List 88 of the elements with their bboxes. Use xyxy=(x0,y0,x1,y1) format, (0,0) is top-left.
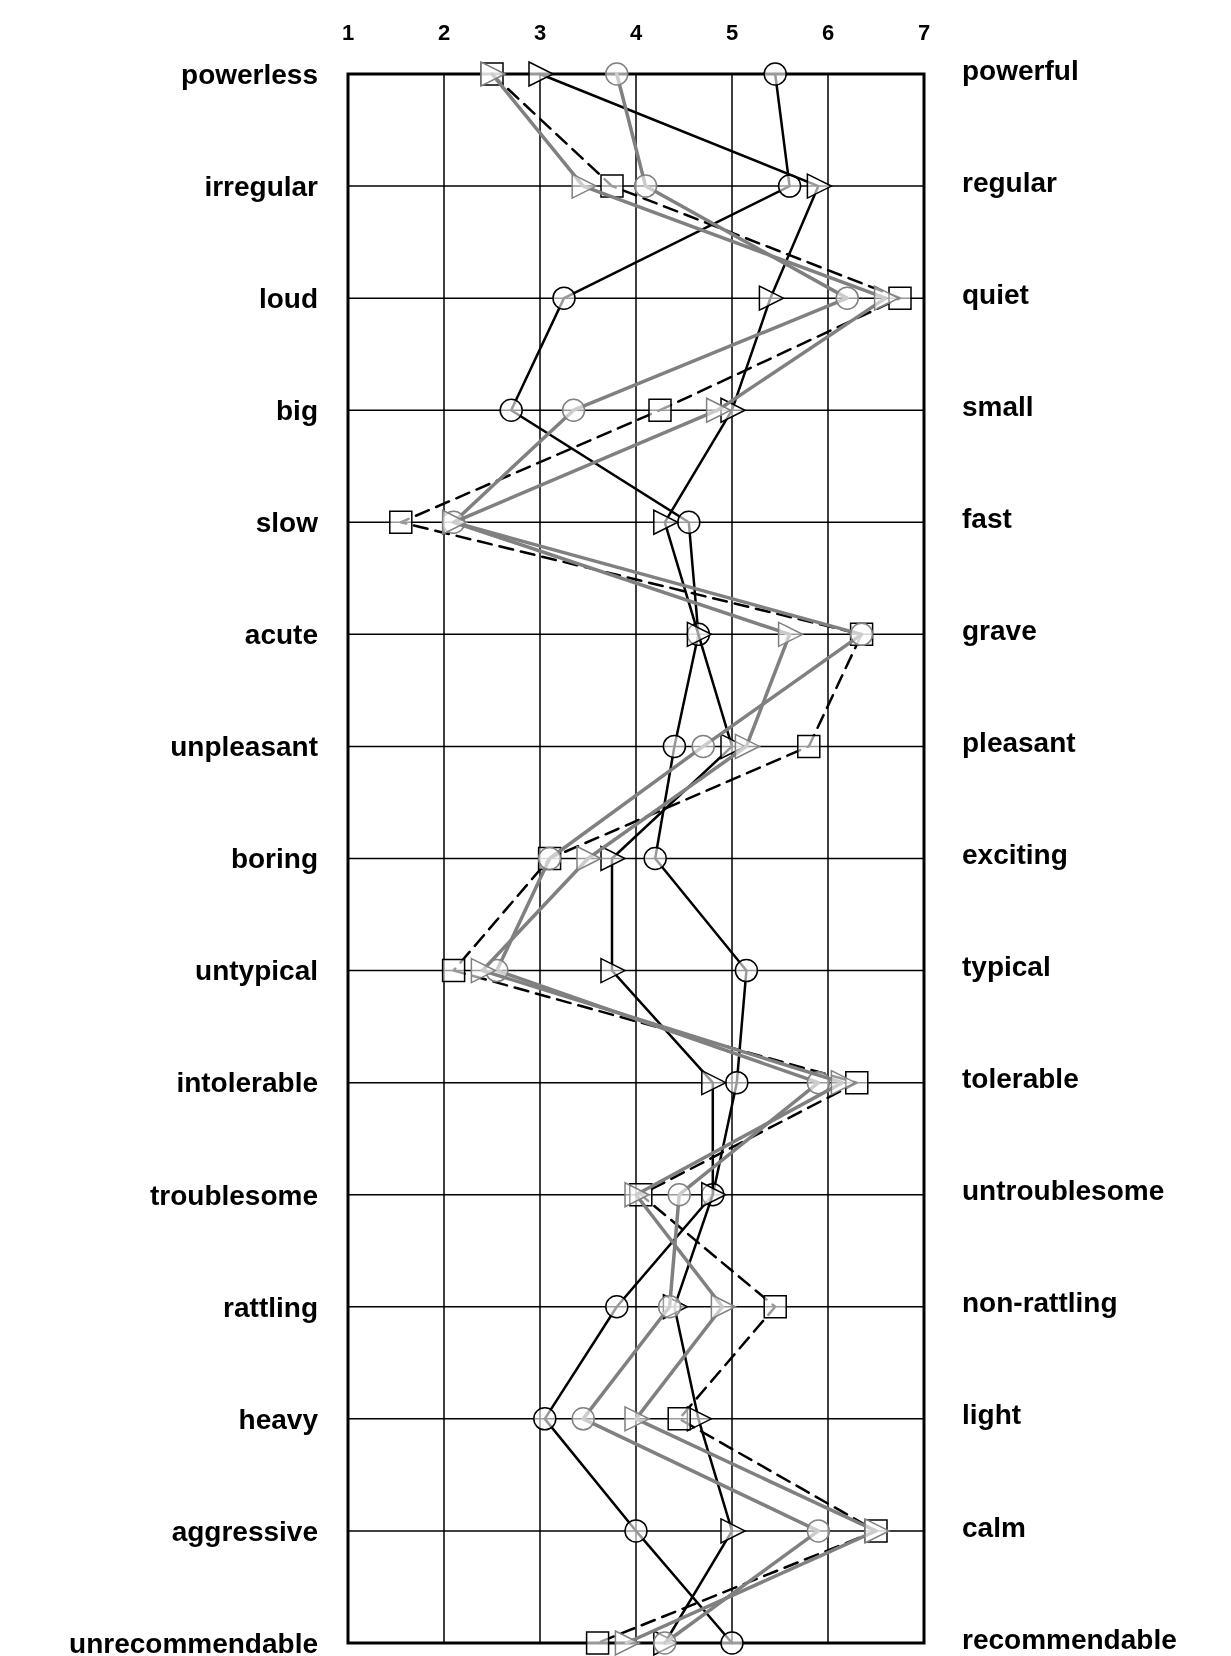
point xyxy=(624,1519,648,1543)
point xyxy=(600,174,624,198)
point xyxy=(705,397,732,423)
point xyxy=(720,1631,744,1655)
y2-tick-label: quiet xyxy=(962,278,1029,310)
y2-tick-label: non-rattling xyxy=(962,1287,1118,1319)
point xyxy=(830,1069,857,1096)
point xyxy=(624,1181,650,1208)
point xyxy=(648,398,672,422)
point xyxy=(643,846,667,871)
y2-tick-label: exciting xyxy=(962,839,1068,871)
y2-tick-label: calm xyxy=(962,1511,1026,1543)
y2-tick-label: fast xyxy=(962,502,1012,534)
point xyxy=(605,62,629,86)
point xyxy=(734,958,759,983)
point xyxy=(667,1182,691,1207)
point xyxy=(888,286,912,310)
y2-tick-label: light xyxy=(962,1399,1022,1431)
point xyxy=(758,285,785,311)
y2-tick-label: grave xyxy=(962,614,1037,646)
y-tick-label: troublesome xyxy=(149,1179,318,1211)
point xyxy=(571,173,597,199)
x-tick-label: 5 xyxy=(725,20,739,45)
y2-tick-label: small xyxy=(962,390,1034,422)
point xyxy=(763,1295,787,1319)
point xyxy=(499,398,523,422)
point xyxy=(653,509,679,536)
point xyxy=(571,1407,595,1431)
point xyxy=(605,1295,629,1319)
point xyxy=(725,1070,749,1095)
point xyxy=(691,734,715,759)
y-tick-label: aggressive xyxy=(171,1515,318,1547)
point xyxy=(614,1630,641,1656)
y-tick-label: irregular xyxy=(204,170,319,202)
point xyxy=(710,1294,737,1320)
point xyxy=(806,1519,831,1543)
y-tick-label: rattling xyxy=(223,1291,318,1323)
point xyxy=(624,1406,650,1432)
point xyxy=(662,734,687,759)
y-tick-label: loud xyxy=(258,282,318,314)
y2-tick-label: pleasant xyxy=(962,727,1076,759)
y-tick-label: unpleasant xyxy=(170,731,318,763)
point xyxy=(528,61,554,87)
y2-tick-label: recommendable xyxy=(962,1623,1177,1655)
x-tick-label: 6 xyxy=(821,20,835,45)
point xyxy=(734,733,761,760)
y-tick-label: unrecommendable xyxy=(69,1627,318,1656)
point xyxy=(677,510,701,535)
point xyxy=(701,1069,727,1096)
point xyxy=(441,958,466,983)
point xyxy=(561,398,586,422)
y-tick-label: heavy xyxy=(238,1403,319,1435)
y2-tick-label: regular xyxy=(962,166,1058,198)
y-tick-label: big xyxy=(276,395,318,427)
y2-tick-label: tolerable xyxy=(962,1063,1079,1095)
x-tick-label: 3 xyxy=(533,20,547,45)
point xyxy=(835,286,859,310)
point xyxy=(585,1631,610,1655)
y-tick-label: untypical xyxy=(195,955,318,987)
point xyxy=(657,1295,682,1319)
y2-tick-label: untroublesome xyxy=(962,1175,1165,1207)
point xyxy=(873,285,900,311)
y-tick-label: powerless xyxy=(181,58,318,90)
y-tick-label: boring xyxy=(230,843,318,875)
point xyxy=(633,174,658,198)
x-tick-label: 7 xyxy=(917,20,931,45)
point xyxy=(777,174,802,198)
point xyxy=(552,286,576,310)
point xyxy=(720,1518,746,1544)
y-tick-label: intolerable xyxy=(176,1067,318,1099)
x-tick-label: 1 xyxy=(341,20,355,45)
x-tick-label: 4 xyxy=(629,20,643,45)
point xyxy=(806,173,833,199)
y2-tick-label: typical xyxy=(962,951,1051,983)
point xyxy=(576,845,602,872)
point xyxy=(797,734,821,759)
point xyxy=(777,621,804,648)
point xyxy=(763,62,787,86)
point xyxy=(389,510,413,535)
point xyxy=(600,957,626,984)
y-tick-label: acute xyxy=(244,619,318,651)
point xyxy=(600,845,626,872)
point xyxy=(470,957,497,984)
point xyxy=(667,1407,691,1431)
y-tick-label: slow xyxy=(255,507,319,539)
point xyxy=(533,1407,557,1431)
y2-tick-label: powerful xyxy=(962,54,1079,86)
x-tick-label: 2 xyxy=(437,20,451,45)
